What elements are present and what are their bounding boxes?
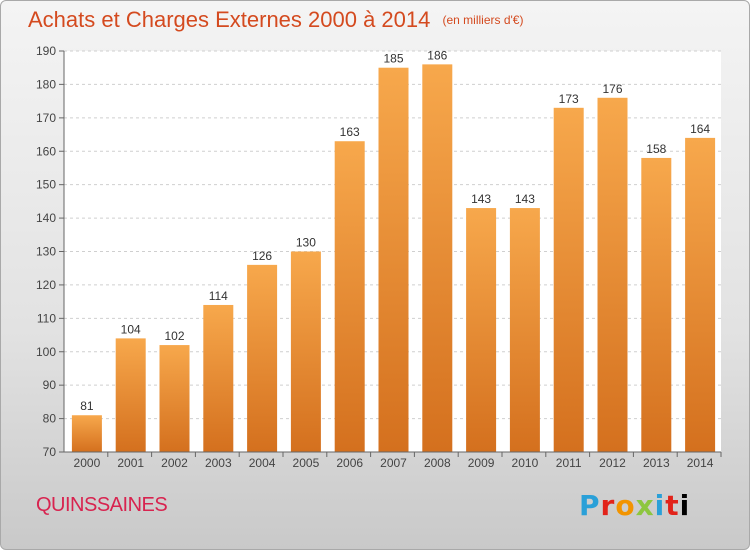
- data-label: 158: [646, 142, 666, 156]
- data-label: 163: [340, 125, 360, 139]
- x-tick-label: 2011: [556, 456, 582, 470]
- y-tick-label: 140: [36, 211, 56, 225]
- data-label: 186: [427, 48, 447, 62]
- data-label: 126: [252, 249, 272, 263]
- data-label: 81: [80, 399, 94, 413]
- data-label: 173: [559, 92, 579, 106]
- data-label: 114: [209, 289, 228, 303]
- bar: [641, 157, 672, 452]
- y-tick-label: 160: [36, 144, 56, 158]
- bar: [290, 251, 321, 452]
- data-label: 176: [602, 82, 622, 96]
- y-tick-label: 80: [43, 412, 57, 426]
- title-text: Achats et Charges Externes 2000 à 2014: [28, 7, 431, 32]
- x-tick-label: 2007: [380, 456, 407, 470]
- data-label: 164: [690, 122, 710, 136]
- x-tick-label: 2001: [117, 456, 144, 470]
- bar: [159, 345, 190, 452]
- y-tick-label: 170: [36, 111, 56, 125]
- y-tick-label: 70: [43, 445, 57, 459]
- bar: [466, 208, 497, 452]
- data-label: 143: [471, 192, 491, 206]
- x-tick-label: 2004: [249, 456, 276, 470]
- bar: [247, 264, 278, 452]
- y-tick-label: 100: [36, 345, 56, 359]
- bar: [71, 415, 102, 452]
- y-tick-label: 180: [36, 77, 56, 91]
- data-label: 185: [383, 52, 403, 66]
- y-tick-label: 190: [36, 44, 56, 58]
- x-tick-label: 2003: [205, 456, 232, 470]
- data-label: 104: [121, 322, 141, 336]
- axes: [59, 50, 722, 457]
- bar: [378, 67, 409, 452]
- y-tick-label: 120: [36, 278, 56, 292]
- x-tick-label: 2012: [599, 456, 626, 470]
- town-name: QUINSSAINES: [36, 494, 168, 516]
- chart-title: Achats et Charges Externes 2000 à 2014 (…: [28, 7, 523, 33]
- y-tick-label: 90: [43, 378, 57, 392]
- y-tick-label: 150: [36, 178, 56, 192]
- x-tick-label: 2008: [424, 456, 451, 470]
- data-label: 130: [296, 236, 316, 250]
- data-label: 102: [164, 329, 184, 343]
- proxiti-logo: Proxiti: [579, 489, 691, 522]
- x-tick-label: 2010: [512, 456, 539, 470]
- bar: [597, 97, 628, 453]
- bar: [553, 107, 584, 452]
- bars: [71, 64, 716, 453]
- labels: 70 80 90 100 110 120 130 140 150 160 170 180 190 81 20…: [36, 44, 714, 470]
- x-tick-label: 2000: [74, 456, 101, 470]
- y-tick-label: 130: [36, 245, 56, 259]
- x-tick-label: 2009: [468, 456, 495, 470]
- subtitle-text: (en milliers d'€): [442, 13, 524, 27]
- data-label: 143: [515, 192, 535, 206]
- x-tick-label: 2002: [161, 456, 188, 470]
- bar: [509, 208, 540, 452]
- x-tick-label: 2014: [687, 456, 714, 470]
- bar: [115, 338, 146, 452]
- x-tick-label: 2005: [293, 456, 320, 470]
- bar: [203, 304, 234, 452]
- x-tick-label: 2006: [336, 456, 363, 470]
- y-tick-label: 110: [37, 311, 56, 325]
- bar: [334, 141, 365, 452]
- bar: [685, 137, 716, 452]
- bar: [422, 64, 453, 452]
- x-tick-label: 2013: [643, 456, 670, 470]
